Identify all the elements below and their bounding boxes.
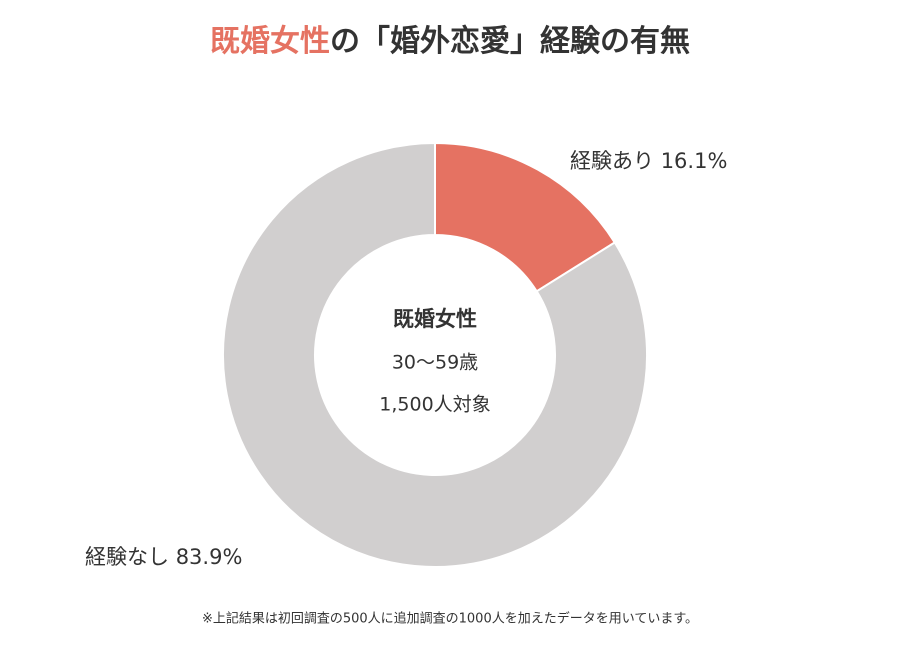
donut xyxy=(222,141,648,568)
category-label: 経験あり xyxy=(570,149,654,173)
value-label: 83.9% xyxy=(176,545,243,569)
slice-label: 経験あり 16.1% xyxy=(570,149,727,173)
category-label: 経験なし xyxy=(85,545,169,569)
donut-slice xyxy=(222,141,648,568)
slice-label: 経験なし 83.9% xyxy=(85,545,242,569)
chart-title: 既婚女性の「婚外恋愛」経験の有無 xyxy=(210,24,690,59)
center-text: 30〜59歳 xyxy=(392,352,478,374)
title-rest: の「婚外恋愛」経験の有無 xyxy=(330,24,690,59)
center-text: 1,500人対象 xyxy=(379,394,490,416)
value-label: 16.1% xyxy=(661,149,728,173)
center-title: 既婚女性 xyxy=(393,307,477,331)
footnote: ※上記結果は初回調査の500人に追加調査の1000人を加えたデータを用いています… xyxy=(202,611,698,627)
title-highlight: 既婚女性 xyxy=(210,24,330,59)
